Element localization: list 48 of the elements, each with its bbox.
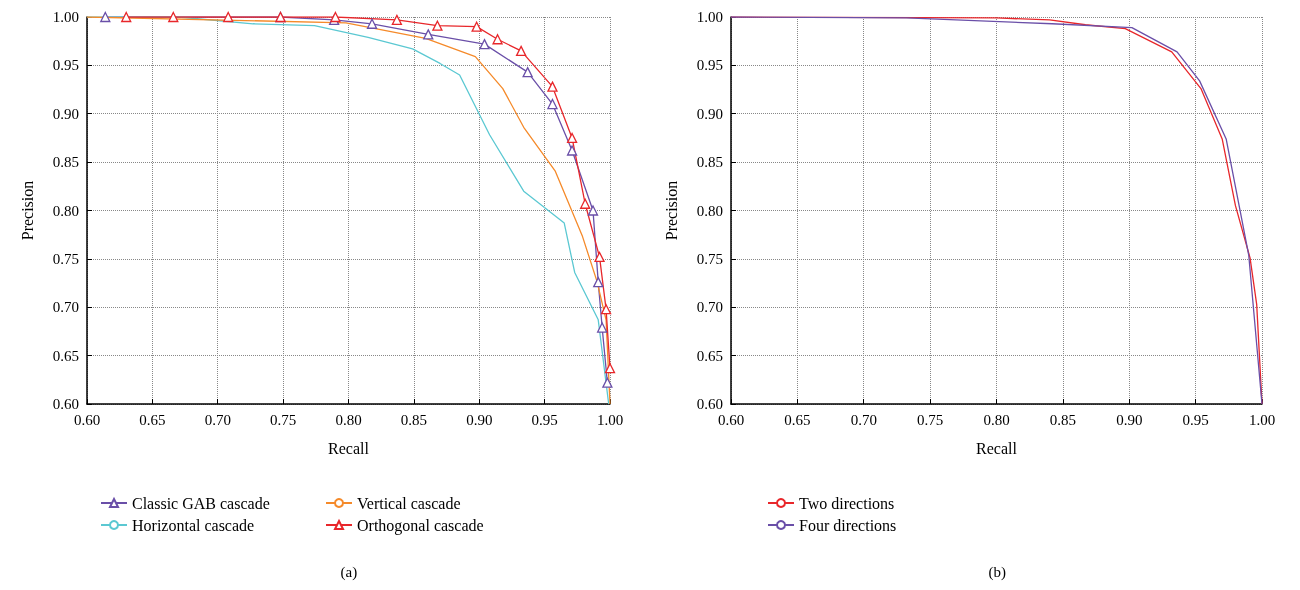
y-tick-label: 0.70 xyxy=(696,299,723,316)
x-tick-label: 0.60 xyxy=(717,411,745,428)
x-axis-title: Recall xyxy=(976,439,1018,457)
legend-label: Horizontal cascade xyxy=(132,516,255,534)
x-tick-label: 0.75 xyxy=(270,411,297,428)
x-tick-label: 1.00 xyxy=(596,411,624,428)
y-tick-label: 0.65 xyxy=(696,347,723,364)
x-tick-label: 0.90 xyxy=(466,411,493,428)
legend-label: Four directions xyxy=(799,516,897,534)
x-tick-label: 0.60 xyxy=(73,411,101,428)
y-tick-label: 0.80 xyxy=(52,202,79,219)
y-tick-label: 1.00 xyxy=(696,9,723,25)
y-tick-label: 0.90 xyxy=(52,105,79,122)
x-axis-title: Recall xyxy=(328,439,370,457)
x-tick-label: 0.65 xyxy=(139,411,166,428)
x-tick-label: 0.90 xyxy=(1116,411,1143,428)
y-tick-label: 0.80 xyxy=(696,202,723,219)
y-tick-label: 0.85 xyxy=(52,154,79,171)
y-tick-label: 0.95 xyxy=(696,57,723,74)
y-tick-label: 0.65 xyxy=(52,347,79,364)
y-axis-title: Precision xyxy=(662,180,680,241)
text: (b) xyxy=(988,563,1006,581)
x-tick-label: 0.95 xyxy=(531,411,558,428)
y-tick-label: 0.60 xyxy=(696,396,723,412)
y-tick-label: 1.00 xyxy=(52,9,79,25)
y-tick-label: 0.70 xyxy=(52,299,79,316)
legend-label: Classic GAB cascade xyxy=(132,494,270,512)
x-tick-label: 0.80 xyxy=(335,411,362,428)
x-tick-label: 0.85 xyxy=(400,411,427,428)
x-tick-label: 1.00 xyxy=(1248,411,1276,428)
y-axis-title: Precision xyxy=(18,180,36,241)
y-tick-label: 0.75 xyxy=(696,250,723,267)
legend-label: Two directions xyxy=(799,494,895,512)
x-tick-label: 0.65 xyxy=(784,411,811,428)
x-tick-label: 0.70 xyxy=(850,411,877,428)
x-tick-label: 0.85 xyxy=(1049,411,1076,428)
legend-label: Orthogonal cascade xyxy=(357,516,484,535)
y-tick-label: 0.85 xyxy=(696,154,723,171)
legend-label: Vertical cascade xyxy=(357,494,461,512)
y-tick-label: 0.75 xyxy=(52,250,79,267)
y-tick-label: 0.60 xyxy=(52,396,79,412)
text: (a) xyxy=(340,563,358,581)
y-tick-label: 0.90 xyxy=(696,105,723,122)
x-tick-label: 0.70 xyxy=(204,411,231,428)
x-tick-label: 0.95 xyxy=(1182,411,1209,428)
x-tick-label: 0.75 xyxy=(917,411,944,428)
y-tick-label: 0.95 xyxy=(52,57,79,74)
x-tick-label: 0.80 xyxy=(983,411,1010,428)
